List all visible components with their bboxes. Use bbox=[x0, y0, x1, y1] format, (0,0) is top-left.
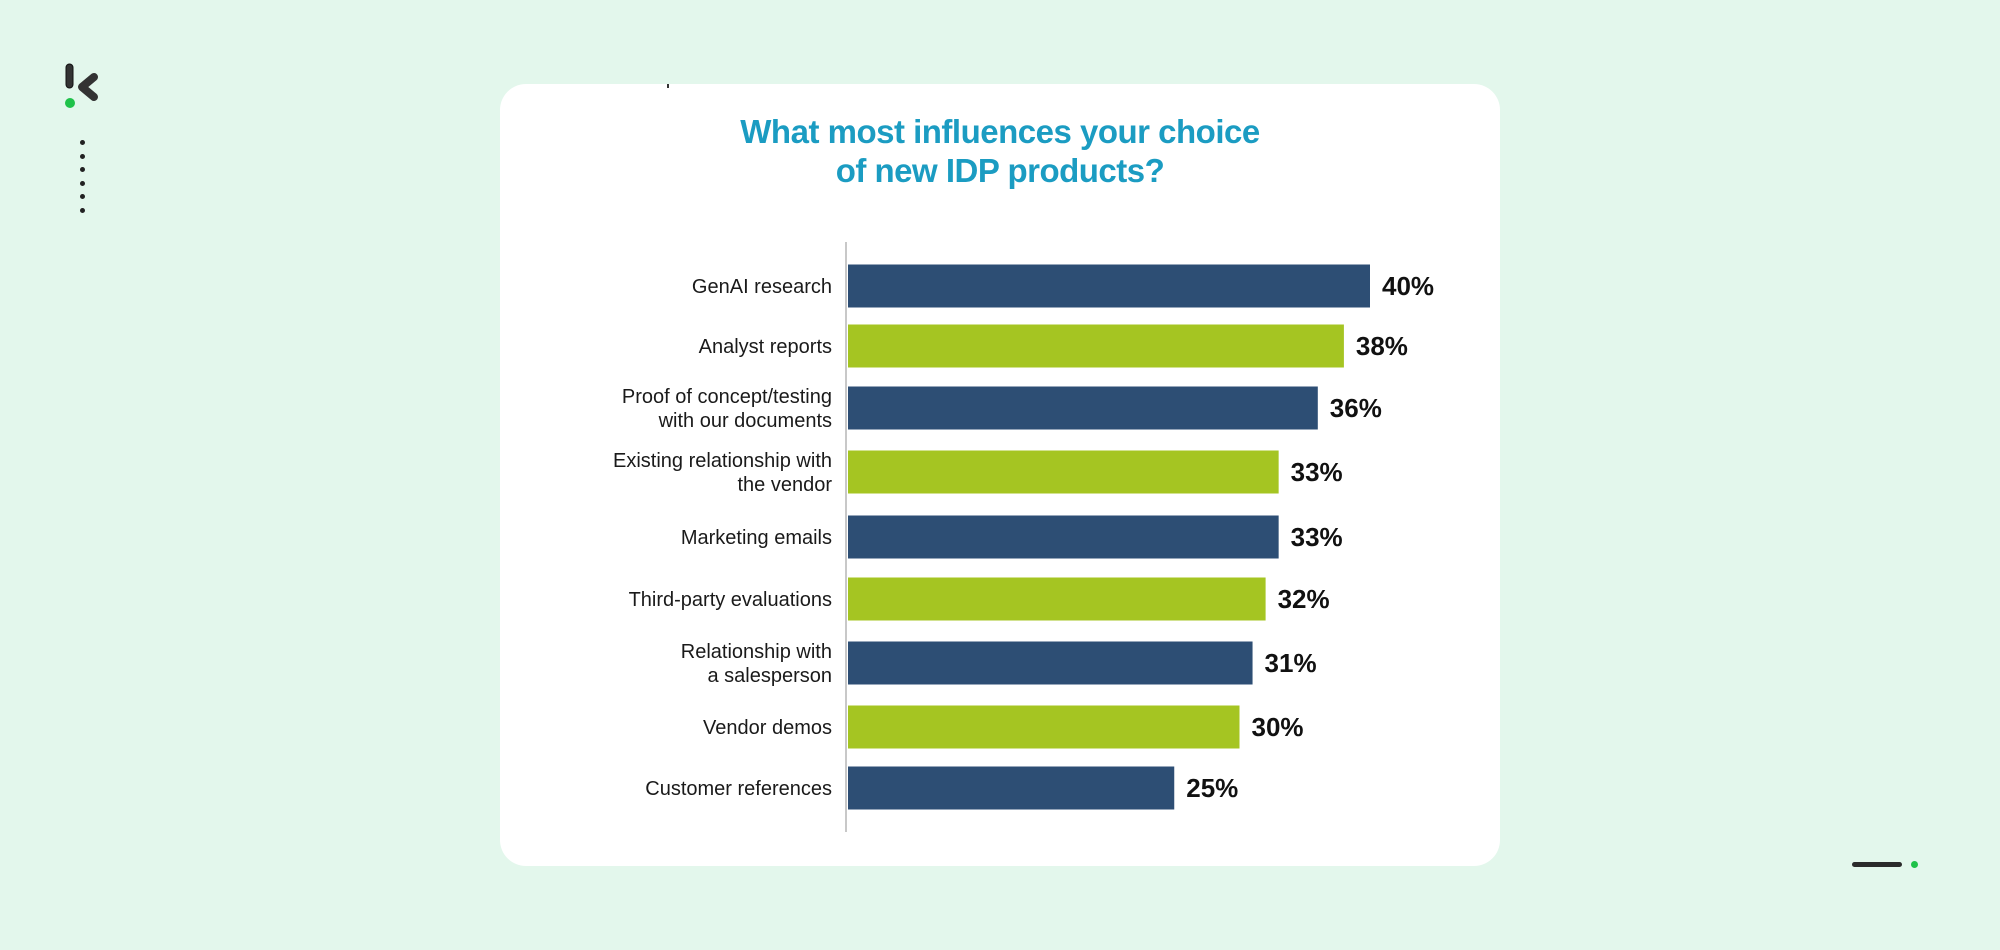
category-label: Marketing emails bbox=[681, 527, 832, 549]
category-label: Analyst reports bbox=[699, 336, 832, 358]
category-label: Proof of concept/testing bbox=[622, 386, 832, 408]
category-label: the vendor bbox=[737, 474, 832, 496]
bar bbox=[848, 641, 1253, 685]
value-label: 33% bbox=[1291, 522, 1343, 552]
category-label: Vendor demos bbox=[703, 717, 832, 739]
category-label: Existing relationship with bbox=[613, 450, 832, 472]
category-label: Customer references bbox=[645, 778, 832, 800]
chart-title-line: What most influences your choice bbox=[740, 113, 1260, 150]
chart-card: What most influences your choice of new … bbox=[500, 84, 1500, 866]
category-label: Third-party evaluations bbox=[629, 589, 832, 611]
value-label: 30% bbox=[1252, 712, 1304, 742]
value-label: 36% bbox=[1330, 393, 1382, 423]
value-label: 38% bbox=[1356, 331, 1408, 361]
value-label: 40% bbox=[1382, 271, 1434, 301]
chart-title: What most influences your choice of new … bbox=[500, 112, 1500, 190]
slide-indicator-dot[interactable] bbox=[1911, 861, 1918, 868]
bar bbox=[848, 515, 1279, 559]
bar-chart: GenAI research 40% Analyst reports 38% Proof… bbox=[613, 84, 1434, 832]
bar bbox=[848, 577, 1266, 621]
category-label: with our documents bbox=[658, 410, 832, 432]
category-label: GenAI research bbox=[692, 276, 832, 298]
value-label: 32% bbox=[1278, 584, 1330, 614]
slide-indicator[interactable] bbox=[1852, 862, 1902, 867]
bar bbox=[848, 386, 1318, 430]
chart-title-line: of new IDP products? bbox=[835, 152, 1165, 189]
value-label: 31% bbox=[1265, 648, 1317, 678]
bar bbox=[848, 766, 1175, 810]
vertical-dots-decoration bbox=[80, 140, 85, 221]
value-label: 33% bbox=[1291, 457, 1343, 487]
category-label: a salesperson bbox=[707, 665, 832, 687]
bar bbox=[848, 264, 1370, 308]
value-label: 25% bbox=[1186, 773, 1238, 803]
category-label: Relationship with bbox=[681, 641, 832, 663]
bar bbox=[848, 450, 1279, 494]
brand-logo bbox=[65, 63, 98, 108]
bar bbox=[848, 705, 1240, 749]
bar bbox=[848, 324, 1344, 368]
